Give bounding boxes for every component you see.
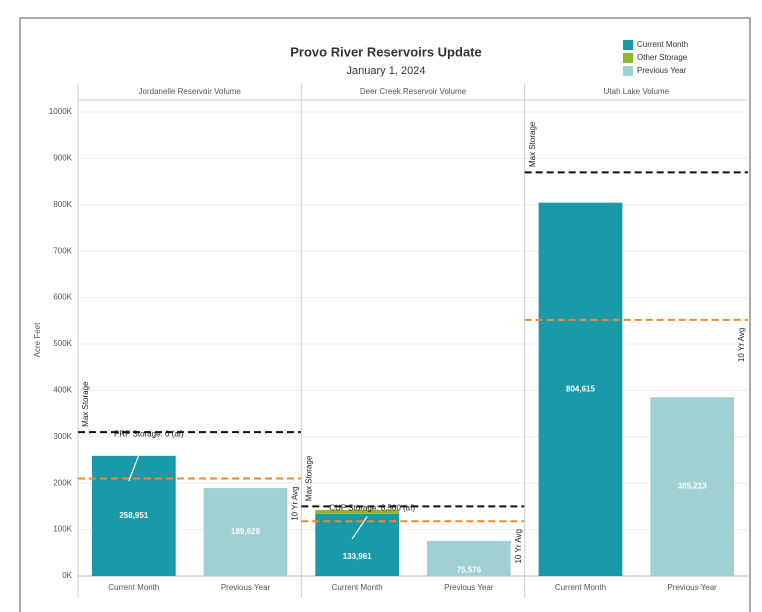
bar bbox=[203, 488, 288, 576]
annotation: CUP Storage: 8,500 (af) bbox=[329, 504, 415, 513]
y-tick-label: 900K bbox=[53, 154, 72, 163]
max-storage-label: Max Storage bbox=[304, 455, 313, 501]
annotation: PRP Storage: 0 (af) bbox=[114, 429, 184, 438]
bar bbox=[426, 540, 511, 576]
bar bbox=[315, 513, 400, 576]
legend-swatch bbox=[623, 53, 633, 63]
data-label: 804,615 bbox=[566, 384, 595, 393]
panel-title: Deer Creek Reservoir Volume bbox=[360, 87, 467, 96]
bar bbox=[538, 202, 623, 577]
x-tick-label: Previous Year bbox=[667, 583, 717, 592]
y-tick-label: 700K bbox=[53, 246, 72, 255]
y-tick-label: 500K bbox=[53, 339, 72, 348]
bar bbox=[91, 455, 176, 576]
max-storage-label: Max Storage bbox=[528, 121, 537, 167]
avg-label: 10 Yr Avg bbox=[737, 328, 746, 362]
y-tick-label: 800K bbox=[53, 200, 72, 209]
x-tick-label: Previous Year bbox=[444, 583, 494, 592]
data-label: 258,951 bbox=[119, 511, 148, 520]
data-label: 189,629 bbox=[231, 527, 260, 536]
y-axis-label: Acre Feet bbox=[33, 322, 42, 357]
chart-subtitle: January 1, 2024 bbox=[347, 65, 426, 77]
y-tick-label: 200K bbox=[53, 478, 72, 487]
legend-swatch bbox=[623, 66, 633, 76]
data-label: 75,576 bbox=[457, 566, 482, 575]
x-tick-label: Current Month bbox=[555, 583, 606, 592]
legend-label: Other Storage bbox=[637, 53, 688, 62]
panel-title: Utah Lake Volume bbox=[604, 87, 670, 96]
bar bbox=[650, 397, 735, 576]
legend-label: Previous Year bbox=[637, 66, 687, 75]
legend-swatch bbox=[623, 40, 633, 50]
avg-label: 10 Yr Avg bbox=[290, 486, 299, 520]
callout-line bbox=[128, 441, 145, 482]
y-tick-label: 400K bbox=[53, 386, 72, 395]
y-tick-label: 300K bbox=[53, 432, 72, 441]
max-storage-label: Max Storage bbox=[81, 381, 90, 427]
data-label: 385,213 bbox=[678, 482, 707, 491]
chart-title: Provo River Reservoirs Update bbox=[290, 44, 481, 59]
y-tick-label: 100K bbox=[53, 525, 72, 534]
bar-segment bbox=[315, 509, 400, 514]
avg-label: 10 Yr Avg bbox=[514, 529, 523, 563]
legend-label: Current Month bbox=[637, 40, 688, 49]
frame bbox=[19, 17, 751, 612]
y-tick-label: 0K bbox=[62, 571, 72, 580]
x-tick-label: Previous Year bbox=[221, 583, 271, 592]
callout-line bbox=[351, 516, 368, 540]
data-label: 133,961 bbox=[343, 552, 372, 561]
x-tick-label: Current Month bbox=[108, 583, 159, 592]
x-tick-label: Current Month bbox=[332, 583, 383, 592]
y-tick-label: 600K bbox=[53, 293, 72, 302]
panel-title: Jordanelle Reservoir Volume bbox=[139, 87, 242, 96]
y-tick-label: 1000K bbox=[49, 107, 73, 116]
